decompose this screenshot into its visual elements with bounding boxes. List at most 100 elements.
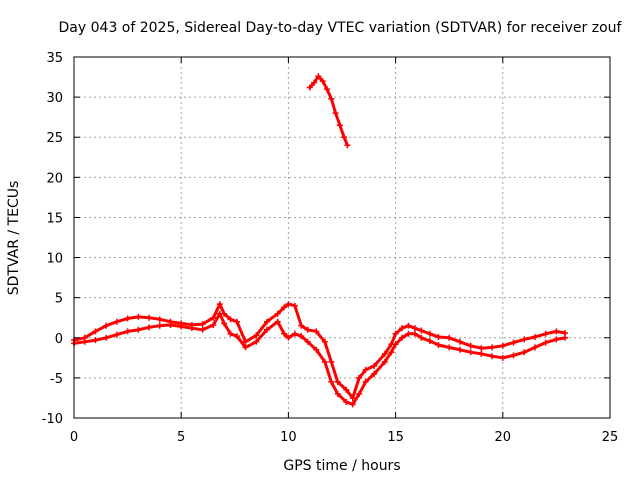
data-point [499,342,506,349]
data-point [92,337,99,344]
data-point [199,326,206,333]
data-point [399,325,406,332]
data-point [531,344,538,351]
data-point [521,336,528,343]
data-point [542,339,549,346]
data-point [446,344,453,351]
y-axis-label: SDTVAR / TECUs [6,181,22,296]
data-point [146,314,153,321]
y-tick-label: 35 [46,51,63,66]
data-point [388,349,395,356]
data-point [418,327,425,334]
data-point [188,325,195,332]
data-series [71,73,568,408]
data-point [135,326,142,333]
y-tick-label: 15 [46,211,63,226]
data-point [336,122,343,129]
data-point [304,338,311,345]
data-point [221,320,228,327]
data-point [319,78,326,85]
y-tick-label: 0 [55,332,63,347]
data-point [156,316,163,323]
data-point [381,358,388,365]
data-point [124,315,131,322]
data-point [233,333,240,340]
data-point [298,322,305,329]
data-point [210,321,217,328]
data-point [467,349,474,356]
data-point [392,330,399,337]
data-point [263,318,270,325]
data-point [349,394,356,401]
x-tick-label: 25 [602,430,619,445]
data-point [146,324,153,331]
data-point [135,313,142,320]
data-point [178,323,185,330]
data-point [510,352,517,359]
data-point [263,326,270,333]
data-point [311,79,318,86]
data-point [328,358,335,365]
data-point [304,326,311,333]
data-point [167,321,174,328]
data-point [315,73,322,80]
data-point [334,378,341,385]
y-tick-label: -5 [50,372,63,387]
data-point [233,318,240,325]
y-tick-label: 25 [46,131,63,146]
data-point [113,318,120,325]
axis-ticks: 0 5 10 15 20 25 -10 -5 0 5 10 15 20 25 30 35 [42,51,619,445]
series-line-upper-arc [308,74,349,147]
data-point [478,350,485,357]
data-point [274,318,281,325]
data-point [392,341,399,348]
data-point [323,86,330,93]
y-tick-label: -10 [42,412,63,427]
data-point [242,344,249,351]
x-tick-label: 0 [70,430,78,445]
data-point [313,328,320,335]
data-point [344,142,351,149]
data-point [343,386,350,393]
data-point [553,328,560,335]
data-point [456,346,463,353]
data-point [199,321,206,328]
data-point [381,350,388,357]
data-point [411,330,418,337]
data-point [489,353,496,360]
y-tick-label: 30 [46,91,63,106]
data-point [210,314,217,321]
data-point [227,316,234,323]
data-point [291,302,298,309]
data-point [341,134,348,141]
data-point [456,338,463,345]
data-point [343,398,350,405]
data-point [521,349,528,356]
data-point [356,374,363,381]
y-tick-label: 10 [46,252,63,267]
x-tick-label: 5 [177,430,185,445]
data-point [281,330,288,337]
data-point [227,330,234,337]
data-point [510,339,517,346]
data-point [321,338,328,345]
chart-title: Day 043 of 2025, Sidereal Day-to-day VTE… [59,20,623,36]
data-point [274,310,281,317]
x-tick-label: 10 [280,430,297,445]
data-point [313,346,320,353]
data-point [561,334,568,341]
plot-frame [73,56,611,419]
data-point [291,330,298,337]
data-point [334,390,341,397]
data-point [489,344,496,351]
x-axis-label: GPS time / hours [283,458,400,474]
series-points-main-trace-upper [71,301,568,401]
grid-lines [74,57,610,418]
data-point [124,328,131,335]
data-point [242,338,249,345]
data-point [499,354,506,361]
data-point [103,322,110,329]
data-point [418,334,425,341]
data-point [328,95,335,102]
